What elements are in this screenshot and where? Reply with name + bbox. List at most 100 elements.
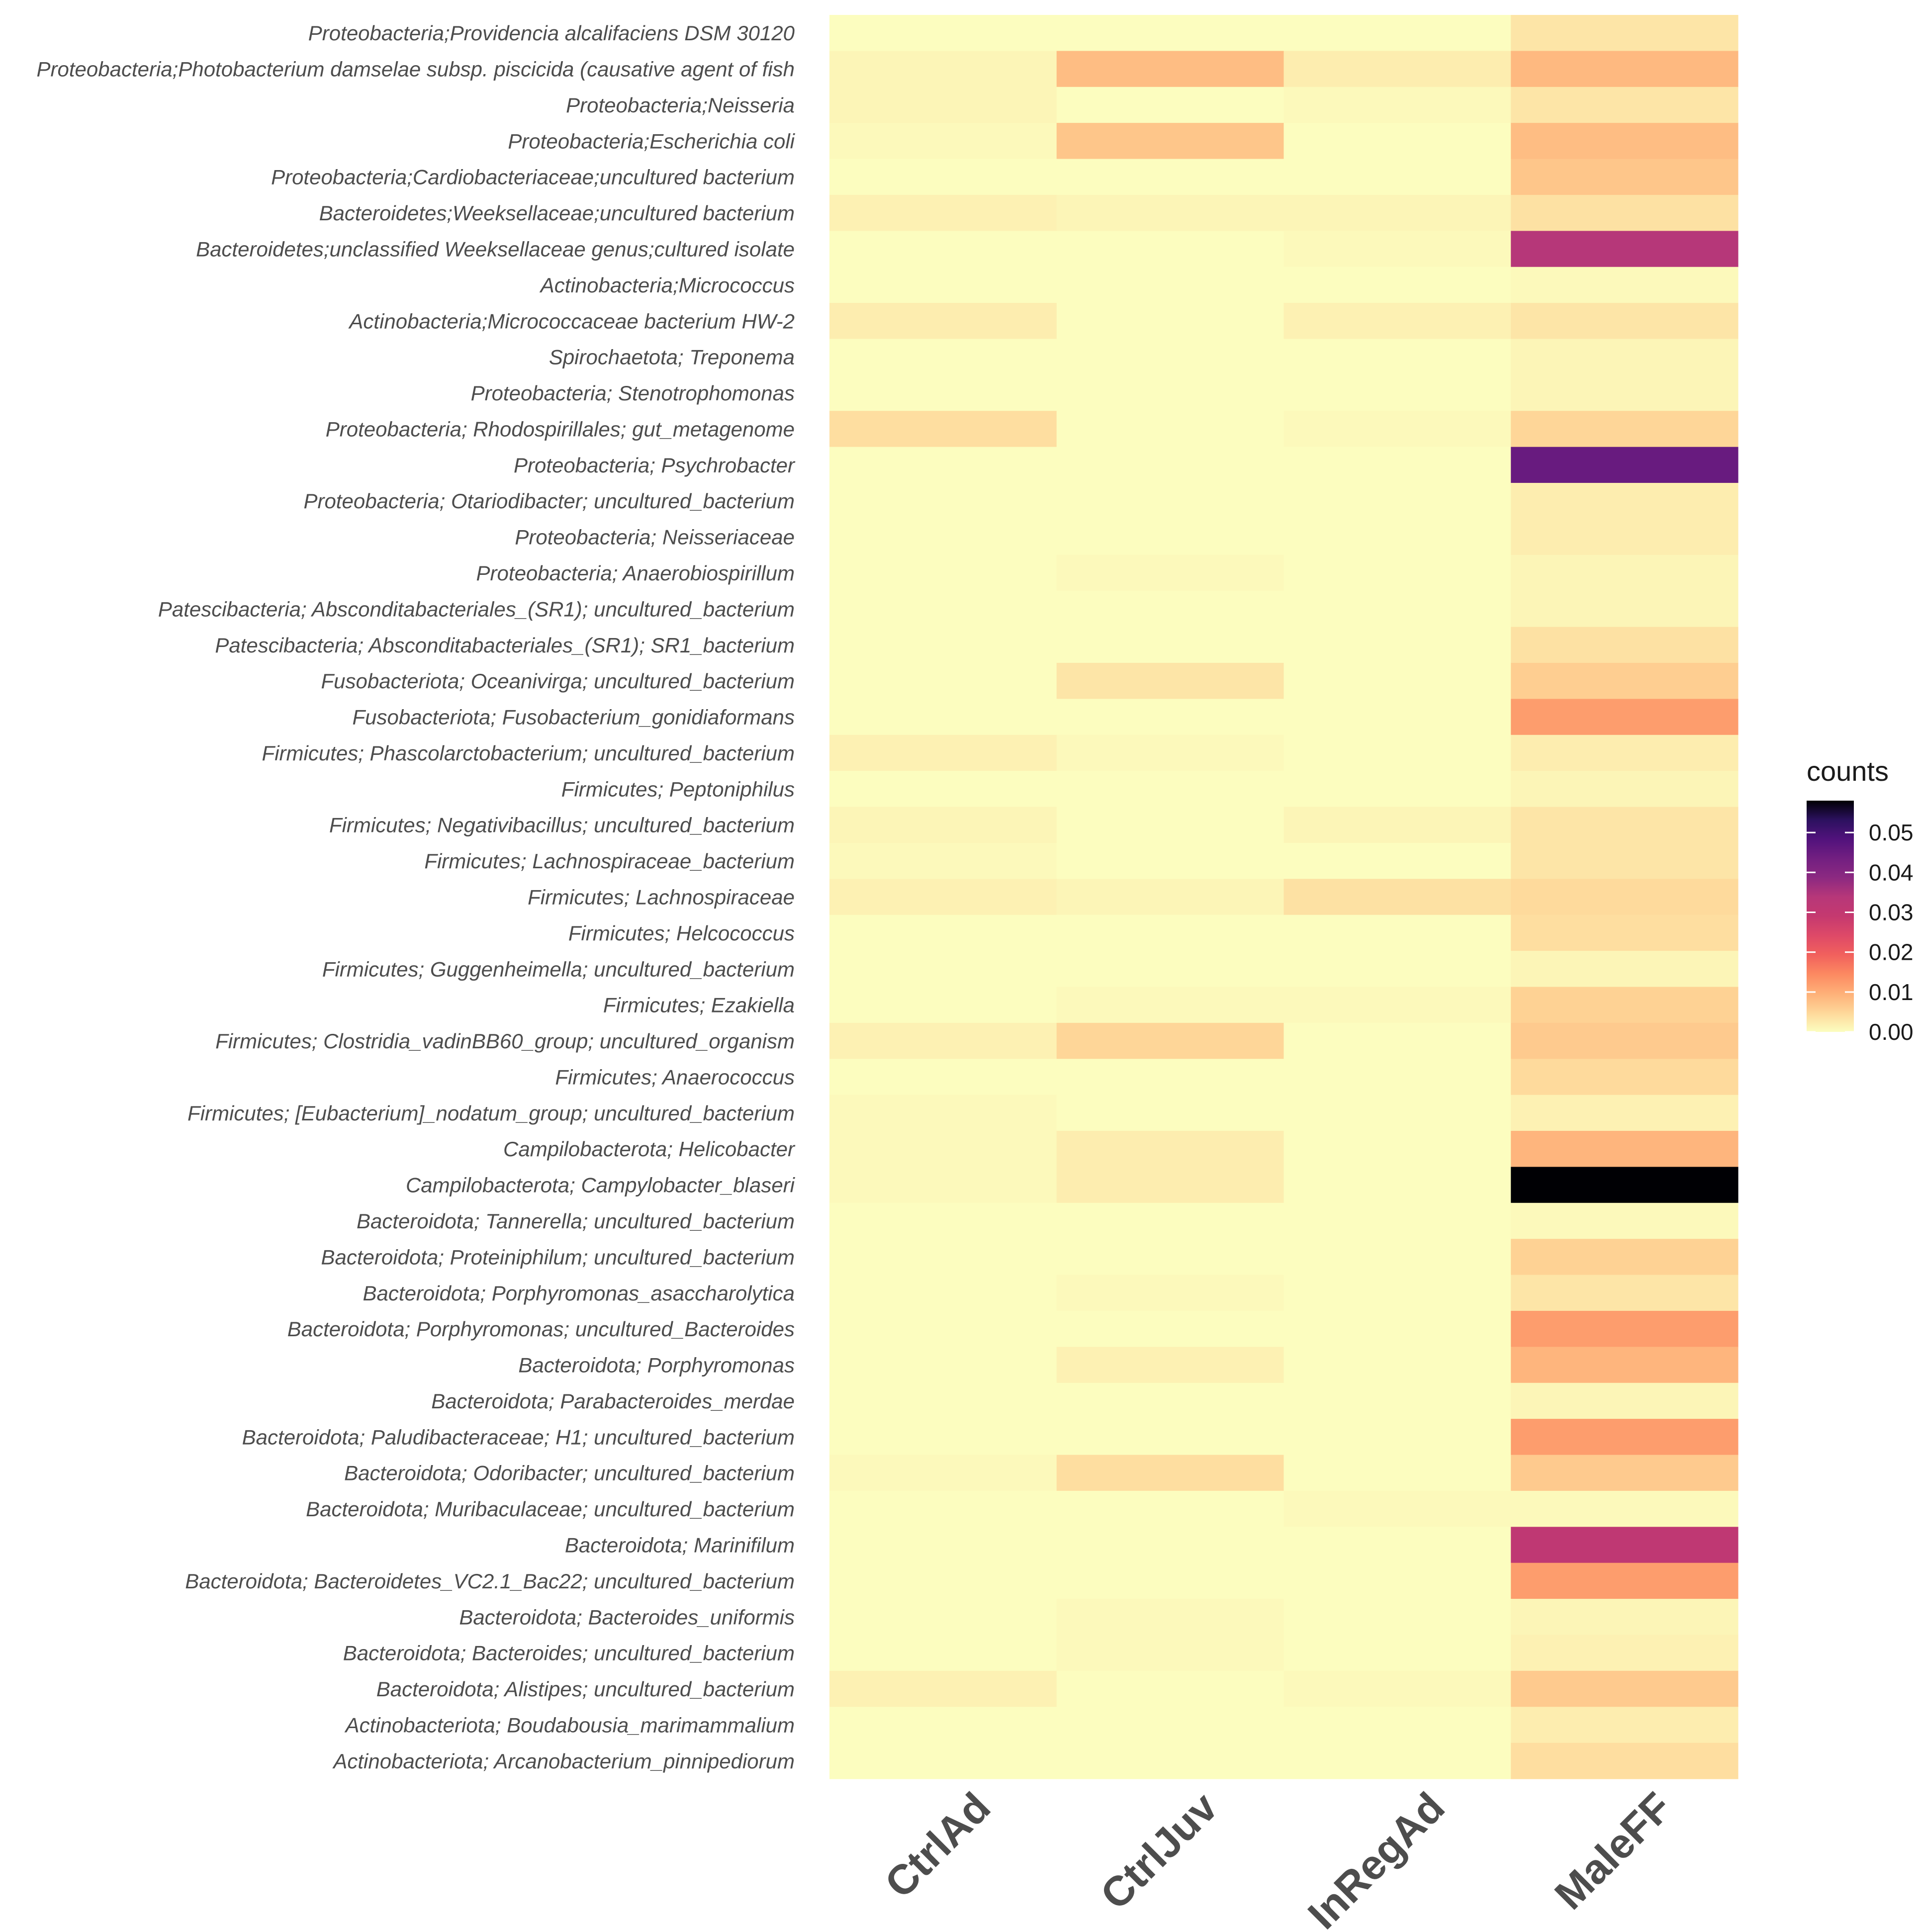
- row-label: Fusobacteriota; Oceanivirga; uncultured_…: [321, 669, 795, 693]
- heatmap-cell-ctrlad-row-31: [829, 1095, 1057, 1131]
- colorbar-tick-label: 0.04: [1869, 859, 1914, 885]
- heatmap-cell-ctrlad-row-41: [829, 1455, 1057, 1491]
- row-label: Bacteroidetes;unclassified Weeksellaceae…: [196, 238, 795, 261]
- heatmap-cell-ctrljuv-row-26: [1056, 915, 1284, 951]
- heatmap-cell-ctrlad-row-3: [829, 87, 1057, 123]
- heatmap-cell-ctrljuv-row-36: [1056, 1275, 1284, 1311]
- heatmap-cell-ctrlad-row-1: [829, 15, 1057, 51]
- heatmap-cell-inregad-row-9: [1283, 303, 1511, 340]
- heatmap-cell-maleff-row-37: [1511, 1310, 1738, 1347]
- heatmap-cell-inregad-row-11: [1283, 374, 1511, 411]
- heatmap-cell-maleff-row-44: [1511, 1563, 1738, 1599]
- heatmap-cell-ctrlad-row-23: [829, 807, 1057, 843]
- heatmap-cell-maleff-row-42: [1511, 1490, 1738, 1527]
- heatmap-cell-inregad-row-19: [1283, 662, 1511, 699]
- colorbar-legend: counts 0.00 0.01 0.02 0.03 0.04 0.05: [1807, 755, 1914, 1045]
- heatmap-cell-maleff-row-11: [1511, 374, 1738, 411]
- row-label: Actinobacteria;Micrococcaceae bacterium …: [348, 309, 795, 333]
- heatmap-cell-maleff-row-28: [1511, 987, 1738, 1023]
- colorbar-ticks: 0.00 0.01 0.02 0.03 0.04 0.05: [1807, 820, 1914, 1045]
- row-label: Bacteroidota; Muribaculaceae; uncultured…: [306, 1497, 795, 1521]
- heatmap-cell-ctrlad-row-45: [829, 1599, 1057, 1636]
- heatmap-cell-inregad-row-12: [1283, 411, 1511, 448]
- heatmap-cell-ctrljuv-row-23: [1056, 807, 1284, 843]
- heatmap-cell-ctrlad-row-38: [829, 1347, 1057, 1383]
- heatmap-cell-ctrlad-row-7: [829, 231, 1057, 268]
- heatmap-cell-maleff-row-8: [1511, 267, 1738, 303]
- heatmap-cell-ctrljuv-row-38: [1056, 1347, 1284, 1383]
- heatmap-cell-ctrljuv-row-5: [1056, 159, 1284, 195]
- heatmap-cell-inregad-row-23: [1283, 807, 1511, 843]
- heatmap-cell-ctrlad-row-9: [829, 303, 1057, 340]
- heatmap-cell-maleff-row-9: [1511, 303, 1738, 340]
- heatmap-cell-ctrljuv-row-8: [1056, 267, 1284, 303]
- heatmap-cell-inregad-row-48: [1283, 1707, 1511, 1744]
- row-label: Firmicutes; Lachnospiraceae: [528, 886, 795, 909]
- heatmap-cell-inregad-row-33: [1283, 1167, 1511, 1203]
- heatmap-cell-ctrljuv-row-3: [1056, 87, 1284, 123]
- heatmap-cell-ctrlad-row-44: [829, 1563, 1057, 1599]
- row-label: Bacteroidota; Parabacteroides_merdae: [431, 1389, 795, 1413]
- row-label: Proteobacteria; Psychrobacter: [514, 454, 796, 477]
- heatmap-cell-ctrljuv-row-43: [1056, 1527, 1284, 1564]
- heatmap-cell-ctrljuv-row-16: [1056, 554, 1284, 591]
- heatmap-cell-ctrlad-row-34: [829, 1202, 1057, 1239]
- row-label: Actinobacteriota; Arcanobacterium_pinnip…: [332, 1749, 795, 1773]
- heatmap-cell-maleff-row-32: [1511, 1131, 1738, 1168]
- heatmap-cell-ctrljuv-row-13: [1056, 447, 1284, 483]
- row-label: Actinobacteria;Micrococcus: [539, 274, 795, 297]
- heatmap-cell-ctrlad-row-12: [829, 411, 1057, 448]
- heatmap-cell-inregad-row-21: [1283, 735, 1511, 771]
- heatmap-cell-inregad-row-34: [1283, 1202, 1511, 1239]
- heatmap-cell-ctrljuv-row-29: [1056, 1022, 1284, 1059]
- heatmap-cell-maleff-row-1: [1511, 15, 1738, 51]
- row-label: Firmicutes; Negativibacillus; uncultured…: [329, 814, 795, 837]
- row-label: Campilobacterota; Helicobacter: [503, 1137, 796, 1161]
- heatmap-cells: [829, 15, 1738, 1779]
- heatmap-cell-inregad-row-3: [1283, 87, 1511, 123]
- row-label: Proteobacteria;Providencia alcalifaciens…: [308, 21, 795, 45]
- heatmap-cell-ctrljuv-row-2: [1056, 51, 1284, 88]
- heatmap-cell-ctrljuv-row-34: [1056, 1202, 1284, 1239]
- row-label: Bacteroidota; Tannerella; uncultured_bac…: [357, 1209, 795, 1233]
- heatmap-cell-ctrlad-row-4: [829, 123, 1057, 160]
- heatmap-cell-ctrlad-row-22: [829, 771, 1057, 808]
- colorbar-tick-label: 0.03: [1869, 899, 1914, 925]
- heatmap-cell-ctrlad-row-11: [829, 374, 1057, 411]
- heatmap-cell-inregad-row-39: [1283, 1382, 1511, 1419]
- heatmap-cell-inregad-row-25: [1283, 879, 1511, 916]
- heatmap-cell-ctrljuv-row-11: [1056, 374, 1284, 411]
- row-label: Firmicutes; Guggenheimella; uncultured_b…: [322, 957, 795, 981]
- row-label: Proteobacteria;Neisseria: [566, 93, 795, 117]
- heatmap-cell-inregad-row-27: [1283, 951, 1511, 988]
- row-label: Bacteroidota; Bacteroides; uncultured_ba…: [343, 1642, 795, 1665]
- heatmap-cell-maleff-row-46: [1511, 1635, 1738, 1671]
- row-label: Firmicutes; Lachnospiraceae_bacterium: [424, 849, 795, 873]
- row-label: Bacteroidota; Bacteroides_uniformis: [459, 1605, 795, 1629]
- heatmap-cell-inregad-row-28: [1283, 987, 1511, 1023]
- heatmap-cell-ctrlad-row-5: [829, 159, 1057, 195]
- heatmap-cell-ctrlad-row-20: [829, 699, 1057, 736]
- heatmap-cell-ctrljuv-row-18: [1056, 627, 1284, 663]
- row-label: Firmicutes; Phascolarctobacterium; uncul…: [262, 741, 795, 765]
- heatmap-cell-maleff-row-21: [1511, 735, 1738, 771]
- row-label: Bacteroidota; Marinifilum: [565, 1533, 795, 1557]
- row-label: Fusobacteriota; Fusobacterium_gonidiafor…: [353, 706, 795, 729]
- heatmap-cell-ctrlad-row-25: [829, 879, 1057, 916]
- heatmap-cell-ctrlad-row-39: [829, 1382, 1057, 1419]
- heatmap-cell-maleff-row-38: [1511, 1347, 1738, 1383]
- row-labels: Proteobacteria;Providencia alcalifaciens…: [36, 21, 796, 1773]
- heatmap-cell-inregad-row-5: [1283, 159, 1511, 195]
- heatmap-cell-ctrlad-row-24: [829, 842, 1057, 879]
- heatmap-cell-inregad-row-41: [1283, 1455, 1511, 1491]
- row-label: Firmicutes; Anaerococcus: [555, 1065, 795, 1089]
- heatmap-cell-maleff-row-10: [1511, 339, 1738, 375]
- heatmap-cell-inregad-row-2: [1283, 51, 1511, 88]
- heatmap-cell-maleff-row-26: [1511, 915, 1738, 951]
- heatmap-cell-maleff-row-29: [1511, 1022, 1738, 1059]
- heatmap-cell-maleff-row-17: [1511, 591, 1738, 628]
- colorbar-tick-label: 0.01: [1869, 979, 1914, 1005]
- heatmap-cell-ctrljuv-row-15: [1056, 519, 1284, 555]
- heatmap-cell-inregad-row-10: [1283, 339, 1511, 375]
